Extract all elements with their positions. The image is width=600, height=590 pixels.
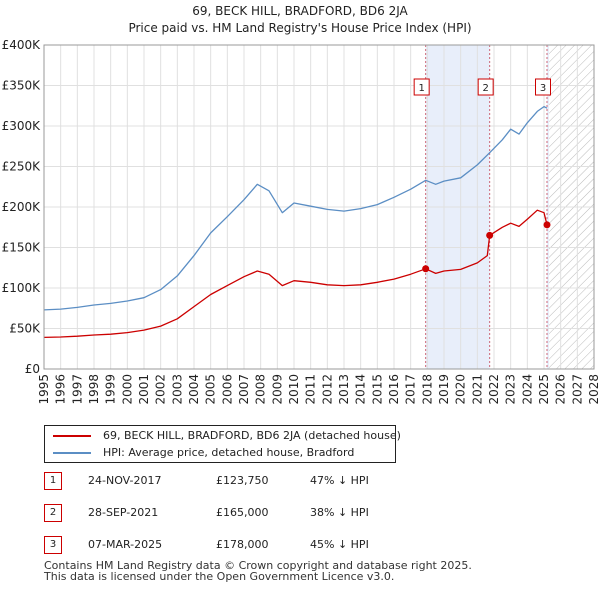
- x-tick-label: 1997: [70, 374, 84, 405]
- sale-label-box: [477, 78, 494, 96]
- table-row: 2 28-SEP-2021 £165,000 38% ↓ HPI: [44, 504, 464, 522]
- y-tick-label: £50K: [9, 322, 41, 336]
- transaction-price: £123,750: [216, 474, 269, 487]
- transaction-price: £178,000: [216, 538, 269, 551]
- legend: 69, BECK HILL, BRADFORD, BD6 2JA (detach…: [44, 425, 401, 463]
- x-tick-label: 2004: [187, 374, 201, 405]
- x-tick-label: 2006: [220, 374, 234, 405]
- x-tick-label: 2024: [520, 374, 534, 405]
- x-tick-label: 1998: [87, 374, 101, 405]
- x-tick-label: 2019: [437, 374, 451, 405]
- legend-swatch-hpi: [53, 452, 91, 454]
- x-tick-label: 2015: [370, 374, 384, 405]
- plot-frame: [43, 44, 595, 370]
- x-tick-label: 2023: [504, 374, 518, 405]
- price-chart: 69, BECK HILL, BRADFORD, BD6 2JA Price p…: [2, 4, 600, 405]
- legend-label-property: 69, BECK HILL, BRADFORD, BD6 2JA (detach…: [103, 429, 401, 442]
- x-tick-label: 2021: [470, 374, 484, 405]
- x-tick-label: 2012: [320, 374, 334, 405]
- x-tick-label: 2002: [154, 374, 168, 405]
- transaction-marker: 1: [44, 472, 62, 490]
- footer: Contains HM Land Registry data © Crown c…: [44, 560, 472, 582]
- x-tick-label: 2016: [387, 374, 401, 405]
- x-tick-label: 1995: [37, 374, 51, 405]
- x-tick-label: 2014: [354, 374, 368, 405]
- y-tick-label: £400K: [2, 38, 42, 52]
- sale-point: [422, 265, 430, 273]
- x-tick-label: 2011: [304, 374, 318, 405]
- sale-label: 1: [418, 83, 424, 94]
- x-tick-label: 2026: [554, 374, 568, 405]
- x-tick-label: 2013: [337, 374, 351, 405]
- x-tick-label: 2010: [287, 374, 301, 405]
- x-tick-label: 1999: [104, 374, 118, 405]
- table-row: 1 24-NOV-2017 £123,750 47% ↓ HPI: [44, 472, 464, 490]
- transaction-marker: 3: [44, 536, 62, 554]
- y-tick-label: £100K: [2, 281, 42, 295]
- legend-label-hpi: HPI: Average price, detached house, Brad…: [103, 446, 355, 459]
- transaction-date: 07-MAR-2025: [88, 538, 163, 551]
- y-tick-label: £300K: [2, 119, 42, 133]
- x-tick-label: 2022: [487, 374, 501, 405]
- transaction-hpi-diff: 45% ↓ HPI: [310, 538, 369, 551]
- sale-point: [543, 221, 551, 229]
- footer-line2: This data is licensed under the Open Gov…: [44, 570, 395, 583]
- transaction-hpi-diff: 47% ↓ HPI: [310, 474, 369, 487]
- x-tick-label: 2018: [420, 374, 434, 405]
- x-tick-label: 2009: [270, 374, 284, 405]
- sale-label: 2: [482, 83, 488, 94]
- x-tick-label: 2027: [570, 374, 584, 405]
- x-tick-label: 1996: [54, 374, 68, 405]
- transaction-date: 24-NOV-2017: [88, 474, 162, 487]
- x-tick-label: 2028: [587, 374, 600, 405]
- sale-point: [486, 231, 494, 239]
- sale-label: 3: [540, 83, 546, 94]
- legend-swatch-property: [53, 435, 91, 437]
- transaction-marker: 2: [44, 504, 62, 522]
- chart-title-line2: Price paid vs. HM Land Registry's House …: [128, 21, 471, 35]
- x-tick-label: 2001: [137, 374, 151, 405]
- x-tick-label: 2025: [537, 374, 551, 405]
- property-price-line: [43, 209, 548, 339]
- transaction-date: 28-SEP-2021: [88, 506, 159, 519]
- x-tick-label: 2000: [120, 374, 134, 405]
- x-tick-label: 2003: [170, 374, 184, 405]
- y-tick-label: £0: [25, 362, 40, 376]
- x-tick-label: 2008: [254, 374, 268, 405]
- footer-line1: Contains HM Land Registry data © Crown c…: [44, 559, 472, 572]
- transaction-price: £165,000: [216, 506, 269, 519]
- transaction-hpi-diff: 38% ↓ HPI: [310, 506, 369, 519]
- y-tick-label: £250K: [2, 160, 42, 174]
- sale-label-box: [413, 78, 430, 96]
- x-tick-label: 2005: [204, 374, 218, 405]
- x-tick-label: 2017: [404, 374, 418, 405]
- y-tick-label: £150K: [2, 241, 42, 255]
- hpi-line: [43, 105, 548, 311]
- sale-label-box: [535, 78, 551, 96]
- table-row: 3 07-MAR-2025 £178,000 45% ↓ HPI: [44, 536, 464, 554]
- y-tick-label: £200K: [2, 200, 42, 214]
- y-tick-label: £350K: [2, 79, 42, 93]
- chart-title-line1: 69, BECK HILL, BRADFORD, BD6 2JA: [192, 4, 408, 18]
- x-tick-label: 2007: [237, 374, 251, 405]
- x-tick-label: 2020: [454, 374, 468, 405]
